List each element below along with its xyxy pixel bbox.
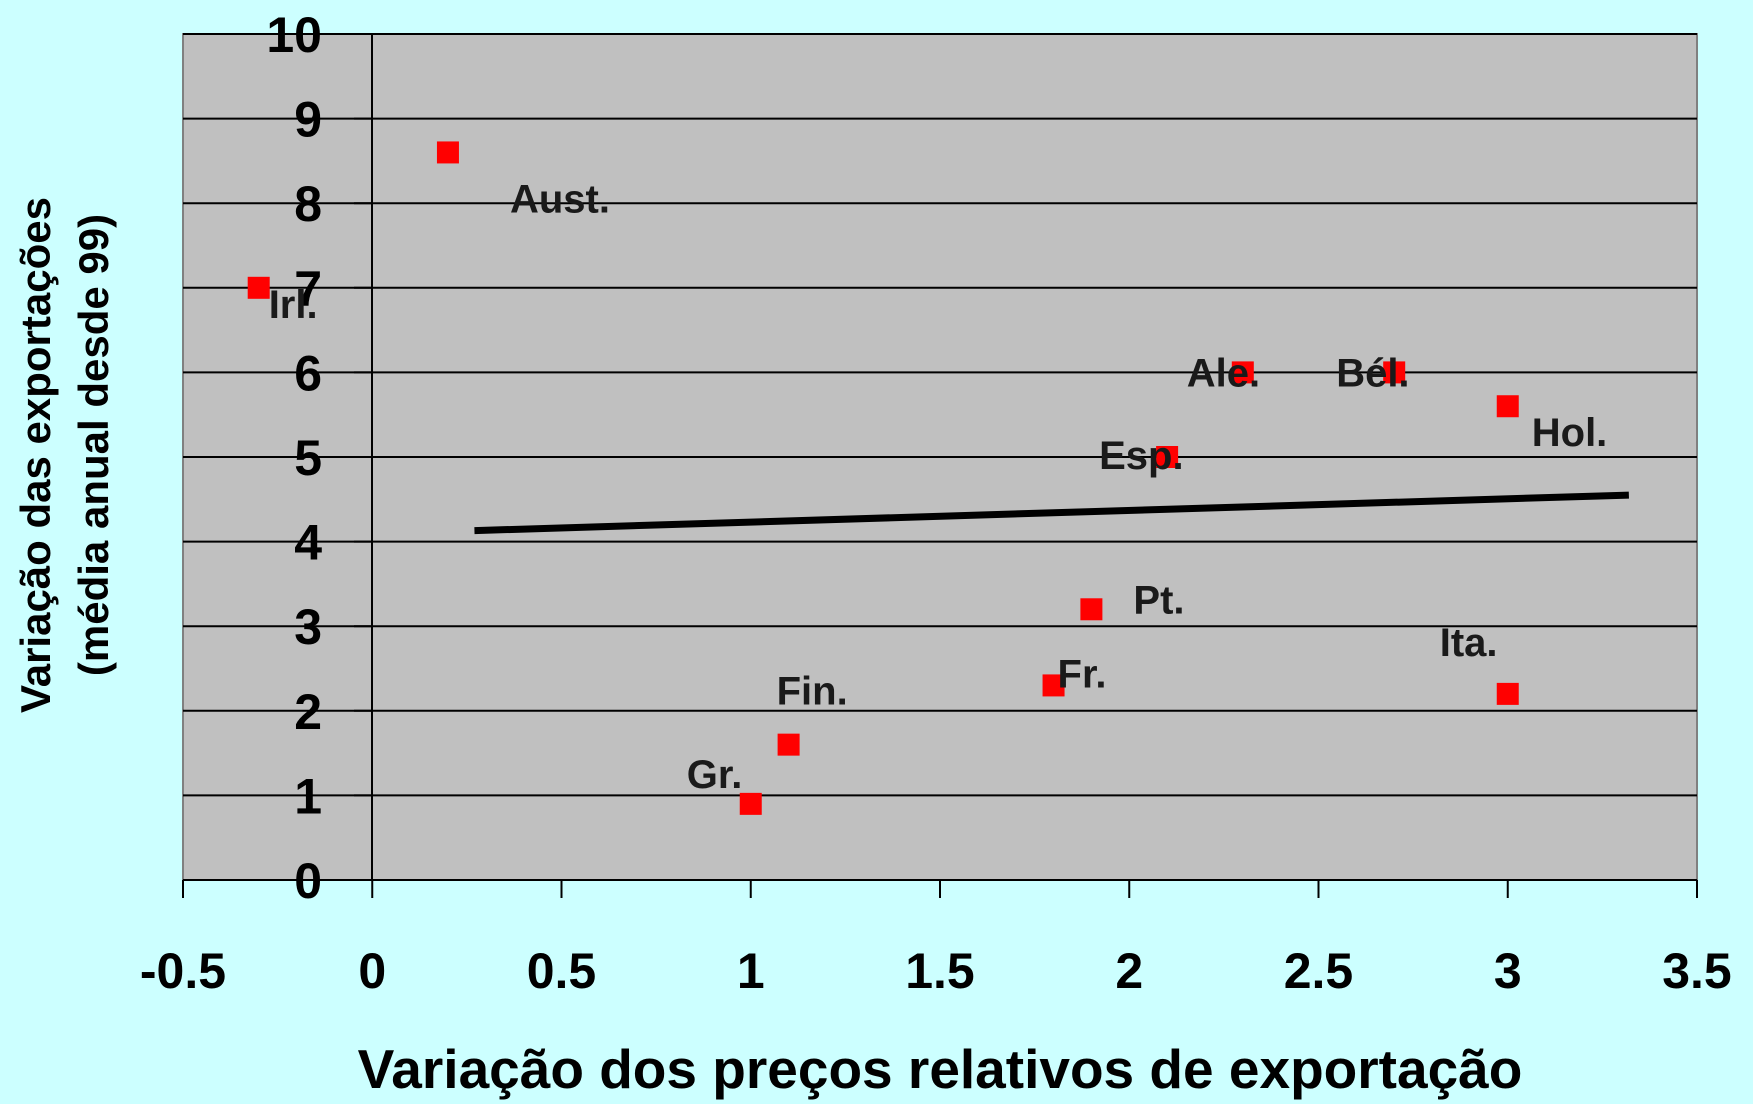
data-point	[1080, 598, 1103, 621]
point-label: Hol.	[1532, 411, 1608, 455]
y-tick-label: 8	[294, 176, 322, 232]
point-label: Ita.	[1440, 621, 1498, 665]
y-axis-subtitle: (média anual desde 99)	[70, 214, 117, 676]
y-tick-label: 7	[294, 261, 322, 317]
tick-labels: 0 1 2 3 4 5 6 7 8 9 10 -0.5 0 0.5 1 1.5 2 2.5 3 3.5	[140, 7, 1732, 999]
point-label: Pt.	[1133, 578, 1184, 622]
gridlines	[183, 33, 1697, 797]
y-tick-label: 4	[294, 515, 322, 571]
trendline	[474, 491, 1629, 535]
x-tick-label: -0.5	[140, 943, 226, 999]
x-tick-label: 3	[1494, 943, 1522, 999]
data-point	[777, 733, 800, 756]
data-point	[436, 141, 459, 164]
point-label: Gr.	[687, 753, 743, 797]
axes	[182, 33, 1698, 898]
x-axis-title: Variação dos preços relativos de exporta…	[358, 1038, 1523, 1100]
data-point	[1496, 395, 1519, 418]
data-point	[1156, 446, 1179, 468]
y-tick-label: 6	[294, 345, 322, 401]
y-tick-label: 10	[266, 7, 322, 63]
trendline-group	[474, 491, 1629, 535]
x-tick-label: 2	[1115, 943, 1143, 999]
point-label: Irl.	[269, 283, 318, 327]
data-point	[1496, 682, 1519, 705]
x-tick-label: 1	[737, 943, 765, 999]
data-point	[1042, 674, 1065, 697]
x-tick-label: 2.5	[1284, 943, 1354, 999]
y-tick-label: 0	[294, 853, 322, 909]
data-point	[247, 276, 270, 299]
data-points	[247, 141, 1519, 815]
y-tick-label: 2	[294, 684, 322, 740]
y-axis-title: Variação das exportações	[12, 197, 59, 713]
data-point	[739, 792, 762, 815]
point-label: Aust.	[510, 177, 610, 221]
data-point	[1383, 361, 1406, 384]
data-point	[1231, 361, 1254, 384]
x-tick-label: 1.5	[905, 943, 975, 999]
y-tick-label: 3	[294, 599, 322, 655]
point-label: Ale.	[1187, 351, 1260, 395]
point-labels: Aust. Irl. Ale. Bél. Hol. Esp. Pt. Ita. Fr. Fin. G…	[269, 177, 1608, 796]
point-label: Esp.	[1099, 434, 1183, 478]
y-tick-label: 5	[294, 430, 322, 486]
point-label: Bél.	[1336, 351, 1409, 395]
y-tick-label: 9	[294, 92, 322, 148]
point-label: Fr.	[1058, 652, 1107, 696]
x-tick-label: 0.5	[527, 943, 597, 999]
x-tick-label: 0	[358, 943, 386, 999]
x-tick-label: 3.5	[1662, 943, 1732, 999]
point-label: Fin.	[777, 670, 848, 714]
y-tick-label: 1	[294, 768, 322, 824]
